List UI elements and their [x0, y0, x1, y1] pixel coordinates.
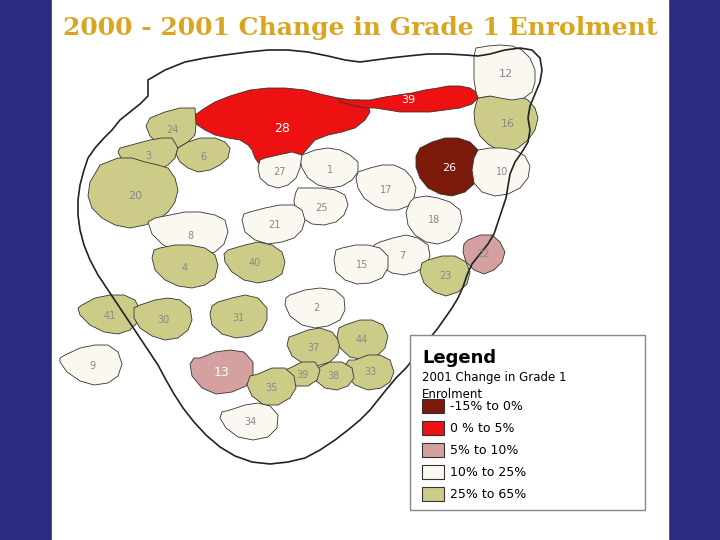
Polygon shape: [287, 328, 340, 366]
Polygon shape: [406, 196, 462, 244]
Polygon shape: [474, 94, 538, 152]
Text: 10: 10: [496, 167, 508, 177]
Polygon shape: [356, 165, 416, 210]
Polygon shape: [60, 345, 122, 385]
Text: 27: 27: [274, 167, 287, 177]
Bar: [0, 0, 52, 540]
Bar: [410, 335, 645, 510]
Polygon shape: [374, 235, 430, 275]
Polygon shape: [334, 245, 388, 284]
Bar: [422, 421, 444, 435]
Polygon shape: [88, 158, 178, 228]
Polygon shape: [118, 138, 178, 172]
Polygon shape: [78, 295, 140, 334]
Text: 26: 26: [442, 163, 456, 173]
Polygon shape: [152, 245, 218, 288]
Text: Legend: Legend: [422, 349, 496, 367]
Polygon shape: [337, 320, 388, 360]
Text: 12: 12: [499, 69, 513, 79]
Text: 9: 9: [89, 361, 95, 371]
Polygon shape: [247, 368, 296, 405]
Polygon shape: [285, 288, 345, 328]
Text: 24: 24: [166, 125, 178, 135]
Text: 30: 30: [157, 315, 169, 325]
Text: 22: 22: [478, 249, 490, 259]
Polygon shape: [195, 88, 370, 172]
Bar: [668, 0, 720, 540]
Text: 20: 20: [128, 191, 142, 201]
Text: 6: 6: [200, 152, 206, 162]
Polygon shape: [148, 212, 228, 256]
Text: 4: 4: [182, 263, 188, 273]
Polygon shape: [242, 205, 305, 244]
Text: 40: 40: [249, 258, 261, 268]
Bar: [422, 487, 444, 501]
Text: -15% to 0%: -15% to 0%: [450, 401, 523, 414]
Text: 0 % to 5%: 0 % to 5%: [450, 422, 515, 435]
Text: 2000 - 2001 Change in Grade 1 Enrolment: 2000 - 2001 Change in Grade 1 Enrolment: [63, 16, 657, 40]
Text: 5% to 10%: 5% to 10%: [450, 444, 518, 457]
Bar: [422, 465, 444, 479]
Text: 17: 17: [380, 185, 392, 195]
Text: 33: 33: [364, 367, 376, 377]
Text: 2001 Change in Grade 1
Enrolment: 2001 Change in Grade 1 Enrolment: [422, 371, 567, 401]
Text: 1: 1: [327, 165, 333, 175]
Bar: [422, 443, 444, 457]
Text: 25: 25: [315, 203, 328, 213]
Polygon shape: [258, 152, 302, 188]
Text: 38: 38: [327, 371, 339, 381]
Text: 7: 7: [399, 251, 405, 261]
Text: 21: 21: [268, 220, 280, 230]
Polygon shape: [338, 86, 478, 112]
Text: 18: 18: [428, 215, 440, 225]
Polygon shape: [134, 298, 192, 340]
Text: 44: 44: [356, 335, 368, 345]
Polygon shape: [210, 295, 267, 338]
Polygon shape: [146, 108, 196, 148]
Text: 41: 41: [104, 311, 116, 321]
Polygon shape: [345, 355, 394, 390]
Polygon shape: [416, 138, 482, 196]
Polygon shape: [420, 256, 470, 296]
Text: 39: 39: [296, 370, 308, 380]
Text: 39: 39: [401, 95, 415, 105]
Polygon shape: [463, 235, 505, 274]
Text: 10% to 25%: 10% to 25%: [450, 467, 526, 480]
Text: 28: 28: [274, 122, 290, 134]
Text: 3: 3: [145, 151, 151, 161]
Polygon shape: [176, 138, 230, 172]
Text: 15: 15: [356, 260, 368, 270]
Text: 35: 35: [266, 383, 278, 393]
Polygon shape: [474, 45, 535, 100]
Text: 13: 13: [214, 367, 230, 380]
Text: 37: 37: [307, 343, 319, 353]
Polygon shape: [285, 362, 320, 386]
Text: 31: 31: [232, 313, 244, 323]
Text: 16: 16: [501, 119, 515, 129]
Polygon shape: [294, 188, 348, 225]
Polygon shape: [300, 148, 358, 188]
Polygon shape: [224, 242, 285, 283]
Polygon shape: [472, 148, 530, 196]
Text: 8: 8: [187, 231, 193, 241]
Text: 2: 2: [313, 303, 319, 313]
Polygon shape: [220, 403, 278, 440]
Bar: [52, 0, 668, 540]
Text: 34: 34: [244, 417, 256, 427]
Polygon shape: [190, 350, 253, 394]
Text: 25% to 65%: 25% to 65%: [450, 489, 526, 502]
Bar: [422, 399, 444, 413]
Text: 23: 23: [438, 271, 451, 281]
Polygon shape: [312, 362, 354, 390]
